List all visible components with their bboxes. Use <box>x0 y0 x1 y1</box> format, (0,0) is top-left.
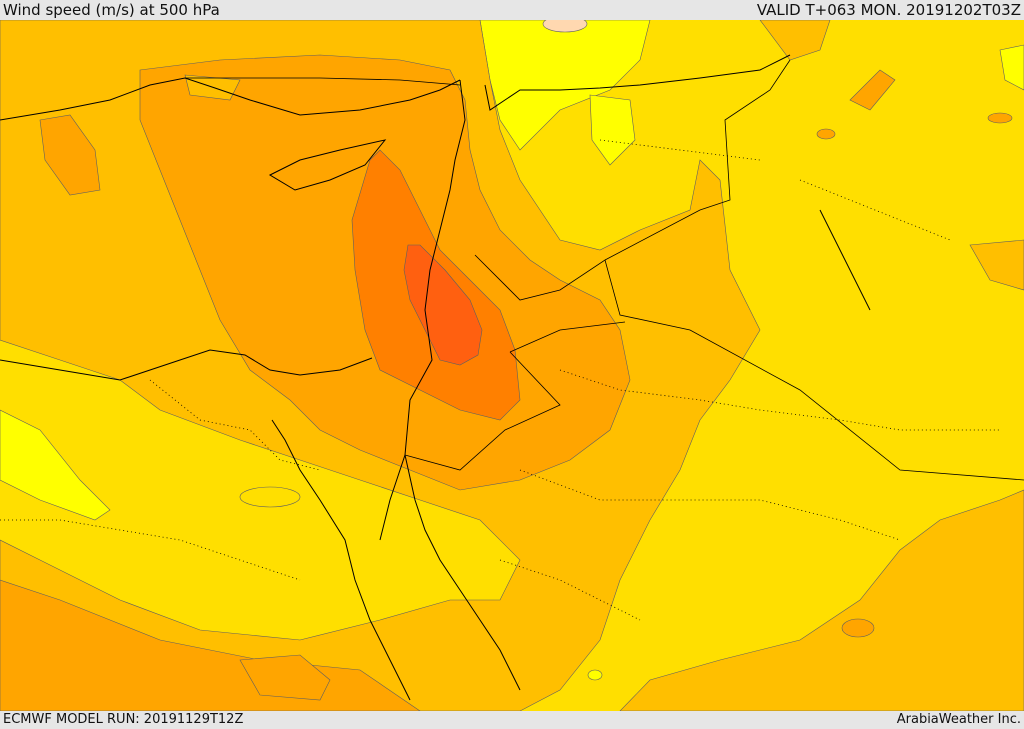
band-orange-yellow-ne <box>759 20 831 61</box>
map-header: Wind speed (m/s) at 500 hPa VALID T+063 … <box>0 0 1024 20</box>
coastlines <box>0 54 871 701</box>
band-patch-afghan <box>987 112 1013 124</box>
band-orange-yellow-se <box>619 489 1024 711</box>
band-yellow-north <box>479 20 651 151</box>
band-yellow-caspian <box>589 94 636 166</box>
map-title: Wind speed (m/s) at 500 hPa <box>3 1 220 19</box>
band-yellow-east <box>999 44 1024 91</box>
band-orange-greece <box>39 114 101 196</box>
map-canvas <box>0 20 1024 711</box>
band-orange-iran <box>849 69 896 111</box>
wind-speed-map <box>0 20 1024 711</box>
band-orange-sudan <box>239 654 331 701</box>
valid-time: VALID T+063 MON. 20191202T03Z <box>756 1 1021 19</box>
provider-credit: ArabiaWeather Inc. <box>896 712 1021 727</box>
band-yellow-libya <box>0 409 111 521</box>
internal-borders <box>0 139 1000 621</box>
band-jet-core <box>403 244 483 366</box>
band-patch-light <box>542 20 588 33</box>
band-patch-small-yellow <box>587 669 603 681</box>
model-run: ECMWF MODEL RUN: 20191129T12Z <box>3 712 244 727</box>
band-patch-yemen <box>841 618 875 638</box>
band-patch-iran-small <box>816 128 836 140</box>
country-borders <box>185 59 1024 481</box>
map-footer: ECMWF MODEL RUN: 20191129T12Z ArabiaWeat… <box>0 711 1024 729</box>
band-orange-yellow-gulf <box>969 239 1024 291</box>
band-patch-egypt <box>239 486 301 508</box>
